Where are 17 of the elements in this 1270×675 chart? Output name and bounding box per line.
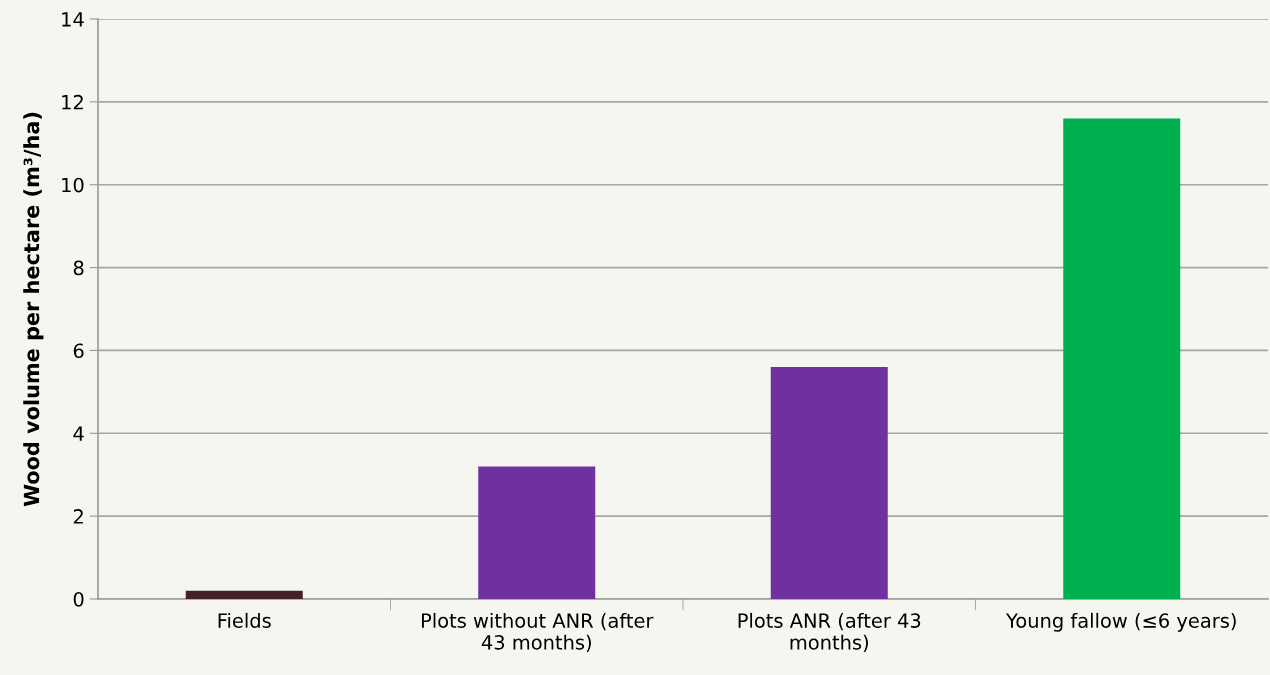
y-tick-label: 4 — [73, 426, 84, 441]
y-tick-label: 14 — [62, 12, 84, 27]
y-tick-label: 10 — [62, 177, 84, 193]
y-tick-label: 0 — [73, 591, 84, 607]
y-tick-label: 12 — [62, 94, 83, 110]
x-tick-label: Fields — [218, 612, 271, 628]
y-axis-title: Wood volume per hectare (m³/ha) — [23, 112, 44, 507]
x-tick-label: Young fallow (≤6 years) — [1005, 612, 1236, 632]
bar — [770, 367, 888, 599]
bar — [1063, 118, 1181, 599]
x-tick-label: Plots ANR (after 43 months) — [738, 612, 921, 652]
y-tick-label: 8 — [73, 260, 84, 276]
y-tick-label: 2 — [73, 509, 83, 524]
bar — [478, 466, 596, 599]
bar — [185, 590, 303, 599]
x-tick-label: Plots without ANR (after 43 months) — [421, 612, 654, 652]
y-tick-label: 6 — [73, 343, 84, 359]
